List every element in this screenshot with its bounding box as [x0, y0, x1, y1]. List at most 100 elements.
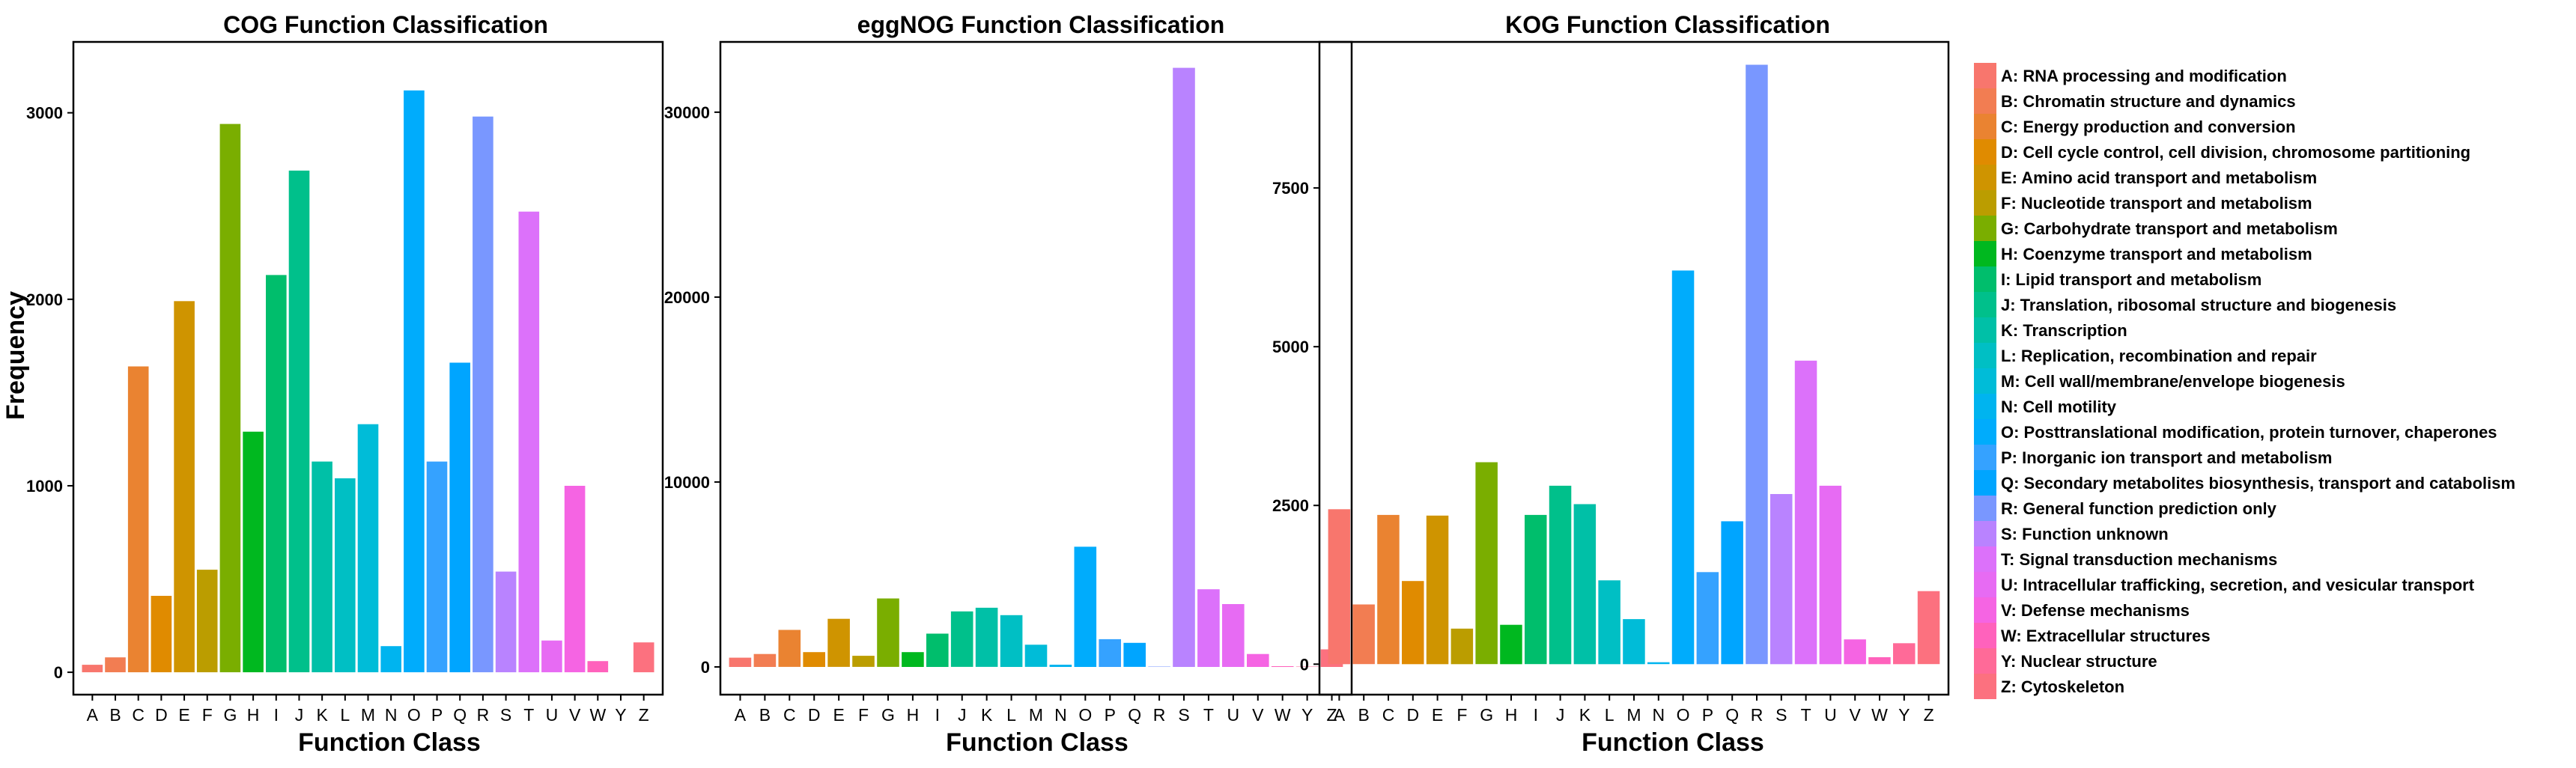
kog-x-tick-label: Q	[1725, 705, 1739, 725]
cog-bar-d	[151, 596, 172, 673]
eggnog-x-tick-label: F	[858, 705, 869, 725]
legend-label-v: V: Defense mechanisms	[2001, 601, 2190, 620]
cog-x-tick-label: K	[316, 705, 328, 725]
kog-x-tick-label: I	[1534, 705, 1538, 725]
kog-y-tick-label: 2500	[1272, 496, 1309, 515]
kog-y-ticks: 0 2500 5000 7500	[1272, 179, 1319, 674]
legend-key-s	[1974, 521, 1996, 546]
eggnog-bar-m	[1024, 644, 1048, 667]
eggnog-bar-q	[1123, 642, 1146, 667]
eggnog-x-tick-label: V	[1252, 705, 1264, 725]
legend-key-v	[1974, 597, 1996, 623]
cog-x-tick-label: Z	[639, 705, 649, 725]
eggnog-bar-l	[1000, 615, 1023, 667]
kog-x-tick-label: O	[1677, 705, 1690, 725]
eggnog-bar-o	[1074, 546, 1097, 667]
legend-label-l: L: Replication, recombination and repair	[2001, 347, 2317, 365]
legend-key-y	[1974, 648, 1996, 674]
legend-label-m: M: Cell wall/membrane/envelope biogenesi…	[2001, 372, 2345, 391]
legend-label-h: H: Coenzyme transport and metabolism	[2001, 245, 2312, 263]
legend-label-p: P: Inorganic ion transport and metabolis…	[2001, 448, 2333, 467]
legend-label-r: R: General function prediction only	[2001, 499, 2277, 518]
cog-bar-s	[495, 571, 517, 673]
cog-x-tick-label: Y	[615, 705, 626, 725]
eggnog-x-tick-label: J	[958, 705, 967, 725]
kog-x-tick-label: T	[1801, 705, 1811, 725]
eggnog-bar-e	[827, 618, 850, 667]
eggnog-x-tick-label: E	[833, 705, 844, 725]
eggnog-x-axis-title: Function Class	[946, 728, 1128, 757]
eggnog-bar-j	[950, 611, 973, 667]
cog-bar-m	[357, 424, 379, 673]
legend-key-u	[1974, 572, 1996, 597]
legend-label-f: F: Nucleotide transport and metabolism	[2001, 194, 2312, 213]
kog-x-tick-label: Y	[1898, 705, 1910, 725]
kog-bar-y	[1893, 643, 1916, 665]
kog-bar-u	[1819, 485, 1842, 665]
kog-bar-a	[1328, 509, 1351, 665]
legend-label-u: U: Intracellular trafficking, secretion,…	[2001, 576, 2475, 594]
kog-x-tick-label: G	[1480, 705, 1493, 725]
kog-x-tick-label: H	[1505, 705, 1518, 725]
cog-x-tick-label: A	[87, 705, 99, 725]
kog-bar-z	[1917, 591, 1940, 665]
legend-key-c	[1974, 114, 1996, 139]
cog-panel: COG Function Classification Frequency Fu…	[1, 11, 664, 757]
kog-bar-t	[1794, 360, 1817, 665]
kog-x-tick-label: V	[1850, 705, 1862, 725]
cog-title: COG Function Classification	[223, 11, 548, 38]
eggnog-title: eggNOG Function Classification	[857, 11, 1225, 38]
kog-bar-h	[1500, 624, 1522, 665]
legend-label-b: B: Chromatin structure and dynamics	[2001, 92, 2296, 111]
legend-label-e: E: Amino acid transport and metabolism	[2001, 168, 2317, 187]
kog-panel: KOG Function Classification Function Cla…	[1272, 11, 1950, 757]
cog-x-tick-label: N	[385, 705, 398, 725]
kog-x-tick-label: M	[1626, 705, 1641, 725]
eggnog-y-tick-label: 20000	[664, 288, 710, 307]
legend-label-g: G: Carbohydrate transport and metabolism	[2001, 219, 2338, 238]
eggnog-bar-p	[1099, 639, 1121, 667]
eggnog-x-tick-label: W	[1275, 705, 1291, 725]
legend-label-o: O: Posttranslational modification, prote…	[2001, 423, 2497, 442]
kog-bar-i	[1525, 514, 1547, 665]
legend-label-y: Y: Nuclear structure	[2001, 652, 2157, 671]
kog-x-tick-label: R	[1751, 705, 1764, 725]
eggnog-bar-k	[975, 607, 998, 667]
eggnog-bar-c	[778, 630, 801, 667]
eggnog-bar-s	[1173, 67, 1195, 668]
cog-bar-p	[426, 461, 448, 673]
eggnog-x-tick-label: R	[1153, 705, 1166, 725]
kog-x-tick-label: N	[1652, 705, 1665, 725]
cog-x-tick-label: H	[247, 705, 260, 725]
cog-bar-r	[473, 116, 493, 673]
legend-label-w: W: Extracellular structures	[2001, 627, 2211, 645]
cog-x-axis-title: Function Class	[298, 728, 481, 757]
kog-title: KOG Function Classification	[1505, 11, 1830, 38]
cog-y-tick-label: 2000	[26, 290, 63, 309]
cog-x-tick-label: V	[569, 705, 581, 725]
cog-bar-k	[312, 461, 332, 673]
cog-bar-c	[127, 366, 149, 673]
kog-bar-c	[1377, 514, 1400, 665]
kog-y-tick-label: 5000	[1272, 338, 1309, 356]
cog-x-tick-label: Q	[453, 705, 467, 725]
kog-bar-m	[1623, 619, 1645, 665]
eggnog-y-tick-label: 10000	[664, 473, 710, 492]
cog-bar-f	[196, 570, 218, 673]
kog-bar-l	[1598, 580, 1620, 665]
cog-bar-v	[564, 486, 586, 673]
kog-bars	[1328, 64, 1940, 665]
cog-y-ticks: 0 1000 2000 3000	[26, 104, 73, 682]
legend-label-d: D: Cell cycle control, cell division, ch…	[2001, 143, 2470, 162]
eggnog-bar-y	[1295, 666, 1319, 667]
kog-bar-n	[1647, 662, 1670, 665]
legend-key-w	[1974, 623, 1996, 648]
kog-x-tick-label: U	[1824, 705, 1837, 725]
kog-x-tick-label: J	[1556, 705, 1565, 725]
eggnog-x-tick-label: I	[935, 705, 940, 725]
kog-x-axis-title: Function Class	[1582, 728, 1764, 757]
kog-x-tick-label: E	[1432, 705, 1443, 725]
